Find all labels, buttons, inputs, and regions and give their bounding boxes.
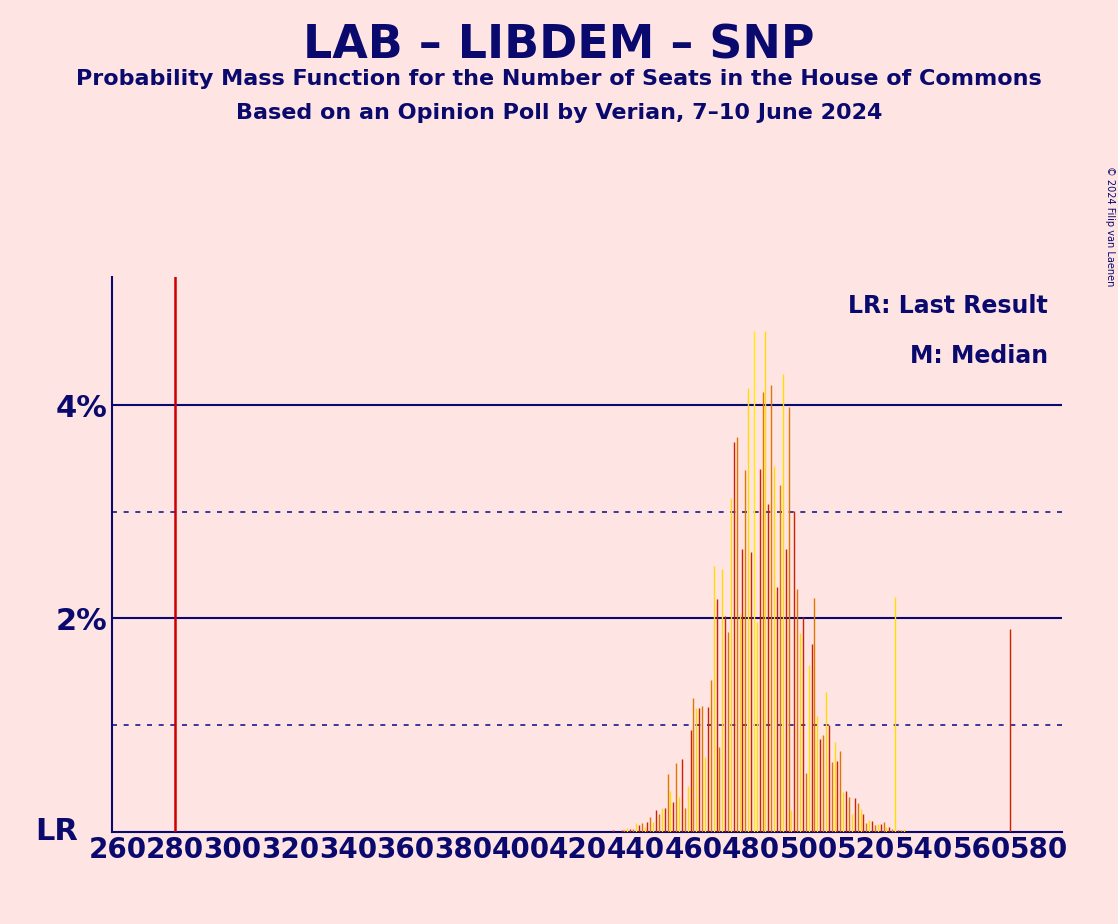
Text: © 2024 Filip van Laenen: © 2024 Filip van Laenen: [1106, 166, 1115, 286]
Text: Based on an Opinion Poll by Verian, 7–10 June 2024: Based on an Opinion Poll by Verian, 7–10…: [236, 103, 882, 124]
Text: LR: LR: [36, 817, 78, 846]
Text: LAB – LIBDEM – SNP: LAB – LIBDEM – SNP: [303, 23, 815, 68]
Text: M: Median: M: Median: [910, 344, 1048, 368]
Text: LR: Last Result: LR: Last Result: [849, 294, 1048, 318]
Text: Probability Mass Function for the Number of Seats in the House of Commons: Probability Mass Function for the Number…: [76, 69, 1042, 90]
